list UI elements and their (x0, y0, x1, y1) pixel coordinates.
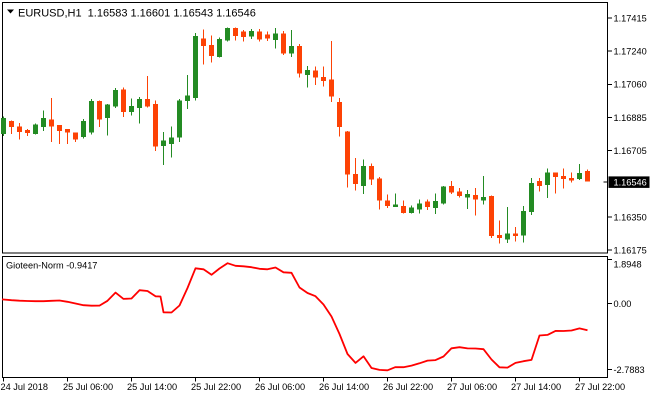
svg-text:26 Jul 14:00: 26 Jul 14:00 (319, 382, 369, 392)
svg-text:1.17240: 1.17240 (614, 47, 647, 57)
svg-text:26 Jul 22:00: 26 Jul 22:00 (383, 382, 433, 392)
svg-text:27 Jul 14:00: 27 Jul 14:00 (511, 382, 561, 392)
svg-text:1.16885: 1.16885 (614, 113, 647, 123)
svg-text:1.17060: 1.17060 (614, 80, 647, 90)
svg-text:0.00: 0.00 (614, 299, 632, 309)
svg-text:24 Jul 2018: 24 Jul 2018 (1, 382, 49, 392)
svg-text:1.8948: 1.8948 (614, 259, 642, 269)
svg-text:1.16350: 1.16350 (614, 212, 647, 222)
svg-text:26 Jul 06:00: 26 Jul 06:00 (255, 382, 305, 392)
svg-text:1.17415: 1.17415 (614, 13, 647, 23)
svg-text:1.16175: 1.16175 (614, 246, 647, 256)
svg-text:1.16705: 1.16705 (614, 146, 647, 156)
svg-text:25 Jul 22:00: 25 Jul 22:00 (191, 382, 241, 392)
svg-text:25 Jul 14:00: 25 Jul 14:00 (127, 382, 177, 392)
svg-text:Gioteen-Norm -0.9417: Gioteen-Norm -0.9417 (6, 261, 97, 271)
svg-text:EURUSD,H1 1.16583 1.16601 1.1: EURUSD,H1 1.16583 1.16601 1.16543 1.1654… (18, 7, 256, 19)
svg-text:-2.7883: -2.7883 (614, 365, 645, 375)
svg-text:27 Jul 06:00: 27 Jul 06:00 (447, 382, 497, 392)
svg-text:25 Jul 06:00: 25 Jul 06:00 (63, 382, 113, 392)
svg-text:1.16546: 1.16546 (614, 178, 647, 188)
svg-text:27 Jul 22:00: 27 Jul 22:00 (575, 382, 625, 392)
